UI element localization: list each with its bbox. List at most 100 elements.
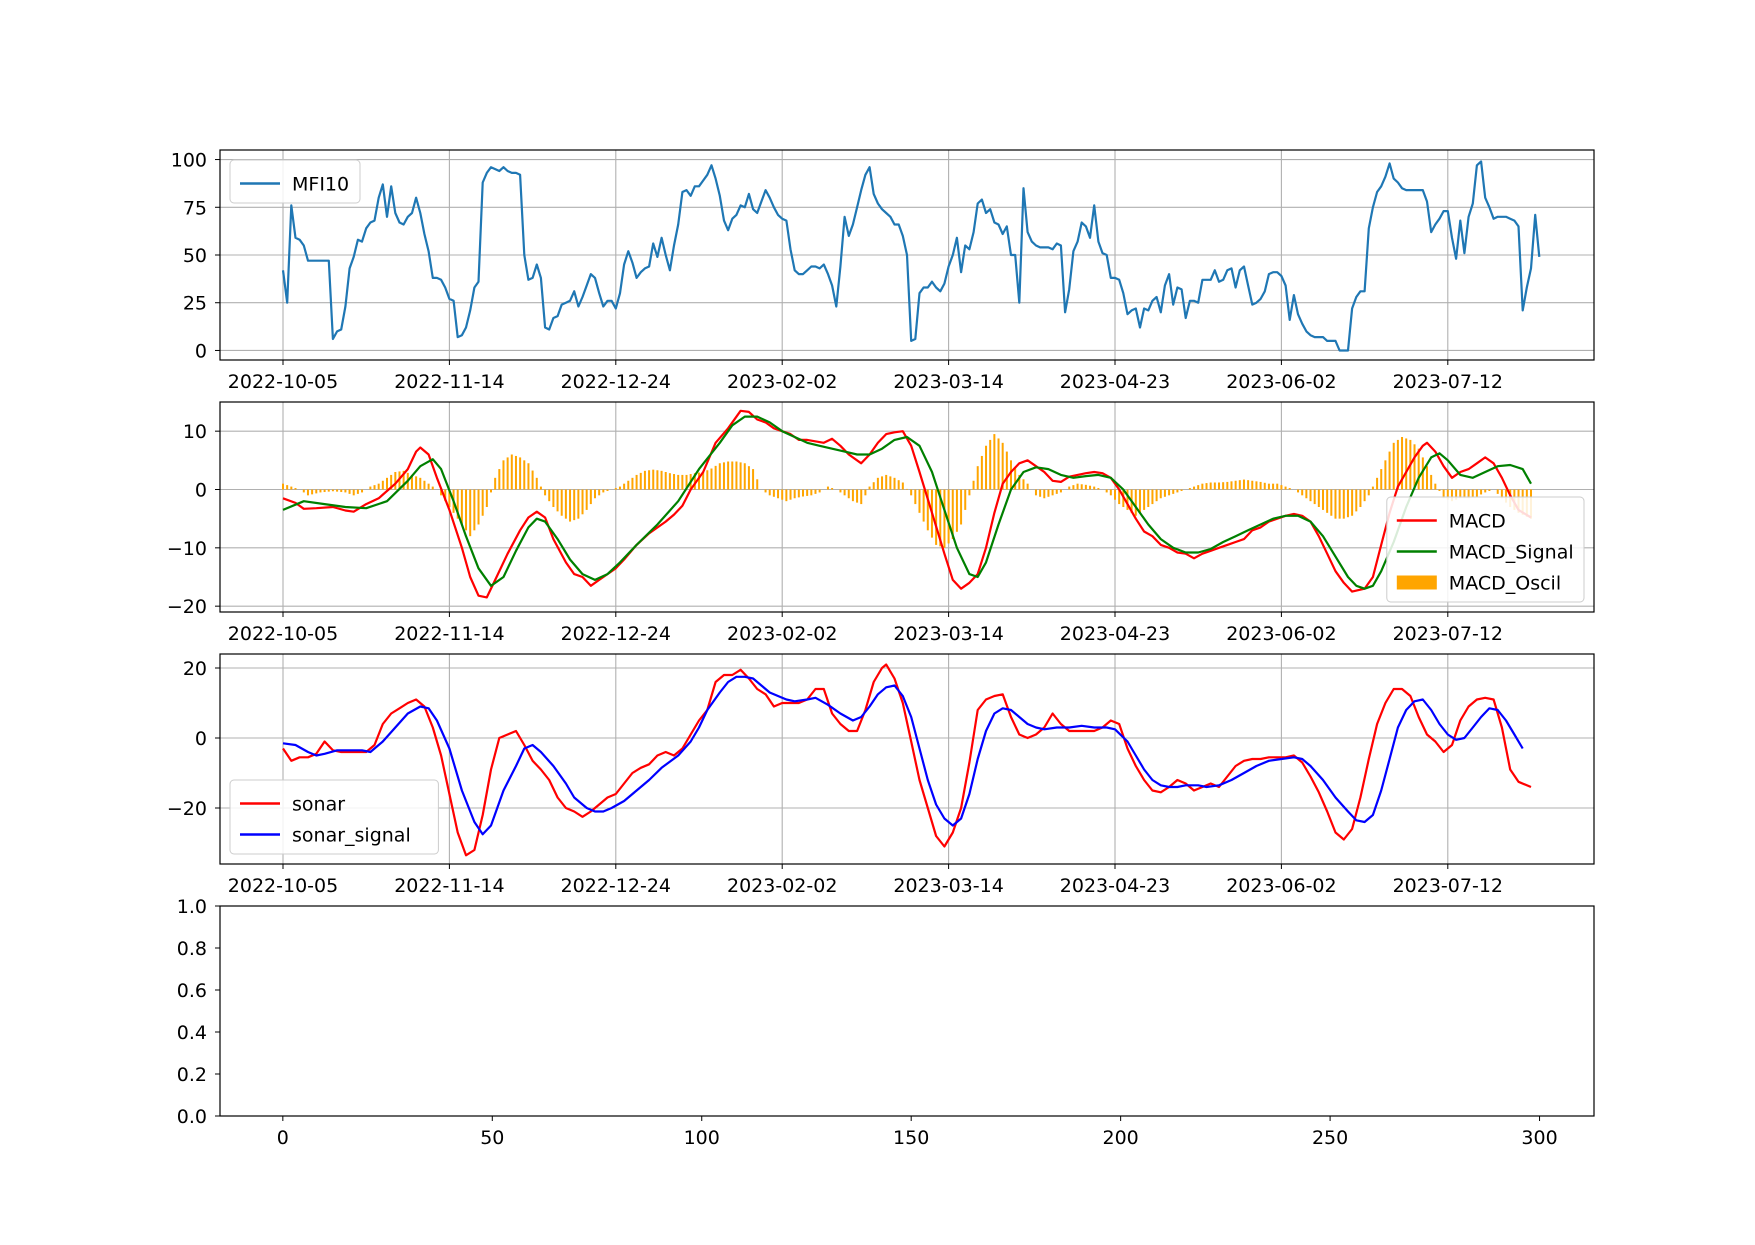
oscil-bar xyxy=(286,485,289,490)
oscil-bar xyxy=(573,489,576,521)
oscil-bar xyxy=(1384,460,1387,490)
oscil-bar xyxy=(718,463,721,490)
x-tick-label: 2022-12-24 xyxy=(561,875,671,897)
oscil-bar xyxy=(843,489,846,496)
oscil-bar xyxy=(1500,489,1503,499)
axes-frame xyxy=(219,905,1595,1117)
oscil-bar xyxy=(539,486,542,490)
y-tick-label: 1.0 xyxy=(177,896,207,918)
oscil-bar xyxy=(1480,489,1483,495)
oscil-bar xyxy=(731,461,734,490)
oscil-bar xyxy=(1475,489,1478,497)
oscil-bar xyxy=(319,489,322,493)
oscil-bar xyxy=(361,489,364,493)
oscil-bar xyxy=(1309,489,1312,502)
oscil-bar xyxy=(1371,486,1374,490)
x-tick-label: 2023-07-12 xyxy=(1393,371,1503,393)
oscil-bar xyxy=(552,489,555,507)
oscil-bar xyxy=(677,474,680,490)
oscil-bar xyxy=(381,480,384,490)
oscil-bar xyxy=(664,472,667,490)
oscil-bar xyxy=(1263,482,1266,490)
oscil-bar xyxy=(531,470,534,490)
oscil-bar xyxy=(1276,483,1279,490)
oscil-bar xyxy=(781,489,784,500)
oscil-bar xyxy=(1317,489,1320,507)
oscil-bar xyxy=(968,489,971,496)
oscil-bar xyxy=(802,489,804,497)
x-tick-label: 2023-07-12 xyxy=(1393,623,1503,645)
oscil-bar xyxy=(1213,482,1216,490)
oscil-bar xyxy=(1209,482,1212,490)
oscil-bar xyxy=(344,489,347,493)
oscil-bar xyxy=(1405,438,1408,490)
oscil-bar xyxy=(1076,483,1079,490)
y-tick-label: 75 xyxy=(183,197,207,219)
oscil-bar xyxy=(1039,489,1042,497)
legend: MFI10 xyxy=(229,159,361,204)
oscil-bar xyxy=(1205,483,1208,490)
subplot-4: 0 50 100 150 200 250 300 0.0 0.2 0.4 0.6 0.8 1.0 xyxy=(177,896,1595,1149)
x-tick-label: 2023-06-02 xyxy=(1226,623,1336,645)
oscil-bar xyxy=(564,489,567,519)
oscil-bar xyxy=(714,465,717,490)
legend-label: sonar_signal xyxy=(292,825,411,847)
oscil-bar xyxy=(922,489,925,522)
oscil-bar xyxy=(901,482,904,490)
oscil-bar xyxy=(1147,489,1150,507)
oscil-bar xyxy=(1505,489,1508,503)
oscil-bar xyxy=(989,439,992,490)
x-tick-label: 2022-10-05 xyxy=(228,623,338,645)
oscil-bar xyxy=(814,489,817,494)
series-line-sonar-signal xyxy=(282,675,1524,836)
oscil-bar xyxy=(1363,489,1366,502)
oscil-bar xyxy=(535,477,538,490)
oscil-bar xyxy=(623,483,626,490)
oscil-bar xyxy=(1193,486,1196,490)
oscil-bar xyxy=(419,477,422,490)
oscil-bar xyxy=(656,470,659,490)
axes-frame xyxy=(219,401,1595,613)
oscil-bar xyxy=(1297,489,1300,493)
oscil-bar xyxy=(1351,489,1354,516)
oscil-bar xyxy=(631,477,634,490)
oscil-bar xyxy=(485,489,488,507)
oscil-bar xyxy=(394,472,397,490)
oscil-bar xyxy=(415,476,418,490)
oscil-bar xyxy=(460,489,463,525)
oscil-bar xyxy=(1280,485,1283,490)
oscil-bar xyxy=(402,470,405,490)
legend: sonar sonar_signal xyxy=(229,779,439,855)
oscil-bar xyxy=(826,486,829,490)
oscil-bar xyxy=(1218,482,1220,490)
oscil-bar xyxy=(594,489,596,499)
oscil-bar xyxy=(1459,489,1462,499)
oscil-bar xyxy=(356,489,359,494)
oscil-bar xyxy=(851,489,854,502)
x-tick-label: 50 xyxy=(480,1127,504,1149)
plot-area xyxy=(281,160,1541,352)
x-tick-label: 250 xyxy=(1312,1127,1348,1149)
oscil-bar xyxy=(1488,489,1491,491)
oscil-bar xyxy=(643,470,646,490)
x-tick-label: 2022-11-14 xyxy=(394,623,504,645)
oscil-bar xyxy=(302,489,305,493)
oscil-bar xyxy=(1342,489,1345,519)
oscil-bar xyxy=(481,489,484,516)
oscil-bar xyxy=(1259,481,1262,490)
oscil-bar xyxy=(1242,479,1245,490)
x-tick-label: 2023-03-14 xyxy=(893,371,1003,393)
oscil-bar xyxy=(569,489,572,522)
oscil-bar xyxy=(369,486,372,490)
oscil-bar xyxy=(1330,489,1333,516)
oscil-bar xyxy=(327,489,330,492)
oscil-bar xyxy=(1313,489,1316,505)
oscil-bar xyxy=(1168,489,1171,496)
oscil-bar xyxy=(1055,489,1058,494)
oscil-bar xyxy=(473,489,476,531)
oscil-bar xyxy=(602,489,605,493)
oscil-bar xyxy=(1380,469,1383,490)
oscil-bar xyxy=(943,489,946,548)
oscil-bar xyxy=(448,489,451,507)
oscil-bar xyxy=(1188,488,1191,490)
